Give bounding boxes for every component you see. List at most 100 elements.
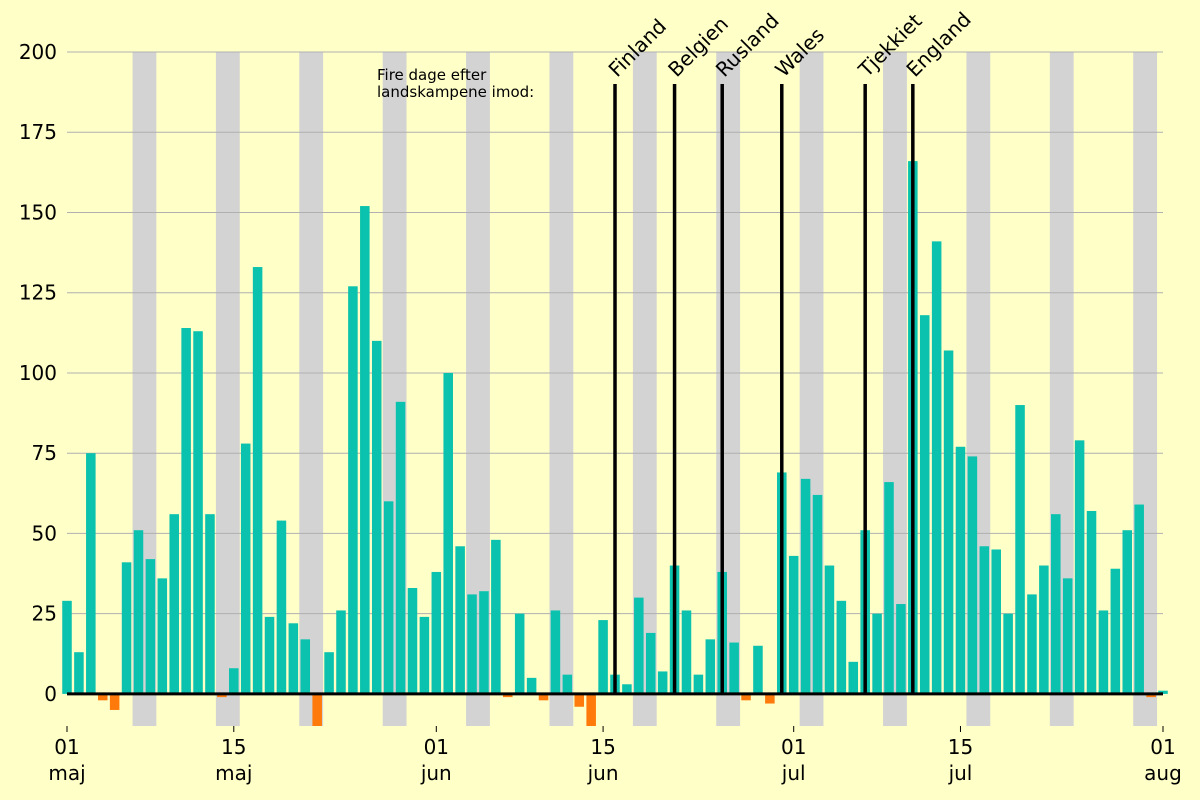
x-tick-month: jun [420, 761, 452, 785]
bar [383, 501, 394, 694]
x-tick-month: jul [781, 761, 806, 785]
bar [491, 539, 501, 694]
bar [1074, 440, 1085, 694]
bar [1158, 690, 1168, 694]
bar [300, 639, 311, 694]
bar [1027, 594, 1037, 694]
y-tick-label: 25 [32, 602, 57, 626]
bar [586, 693, 596, 726]
x-tick-day: 01 [54, 735, 79, 759]
bar [467, 594, 477, 694]
bar [431, 571, 442, 694]
bar [360, 206, 370, 694]
weekend-band [299, 52, 324, 726]
bar [729, 642, 739, 694]
bar [193, 331, 203, 694]
y-tick-label: 125 [19, 281, 57, 305]
bar [443, 372, 453, 694]
y-tick-label: 75 [32, 441, 57, 465]
y-tick-label: 100 [19, 361, 57, 385]
bar [705, 639, 716, 694]
bar [86, 453, 96, 694]
bar [693, 674, 704, 694]
weekend-band [466, 52, 490, 726]
bar [1098, 610, 1109, 694]
bar [919, 315, 930, 694]
bar [979, 546, 990, 694]
bar [455, 546, 465, 694]
bar [276, 520, 287, 694]
weekend-band [632, 52, 657, 726]
bar [252, 267, 263, 694]
bar [169, 514, 179, 694]
bar [741, 693, 751, 701]
bar [526, 677, 537, 694]
bar [205, 514, 215, 694]
bar [967, 456, 978, 694]
bar [848, 661, 859, 694]
bar [943, 350, 954, 694]
bar [1134, 504, 1144, 694]
bar [788, 555, 799, 694]
bar [681, 610, 692, 694]
bar [765, 693, 775, 704]
bar [991, 549, 1001, 694]
y-tick-label: 0 [44, 682, 57, 706]
bar [574, 693, 585, 707]
annotation-note: Fire dage efter landskampene imod: [377, 66, 534, 101]
bar [62, 600, 72, 694]
x-tick-day: 15 [221, 735, 246, 759]
bar [657, 671, 668, 694]
bar [312, 693, 322, 726]
bar [74, 652, 84, 694]
bar [240, 443, 251, 694]
bar [1086, 510, 1097, 694]
bar [931, 241, 942, 694]
bar [217, 693, 227, 698]
bar [884, 482, 894, 694]
x-tick-month: jun [587, 761, 619, 785]
weekend-band [215, 52, 240, 726]
x-tick-month: maj [48, 761, 85, 785]
bar [622, 684, 632, 694]
bar [157, 578, 168, 694]
y-tick-label: 150 [19, 200, 57, 224]
bar [634, 597, 644, 694]
bar [229, 668, 239, 694]
annotation-note-line: Fire dage efter [377, 66, 487, 84]
bar [324, 652, 334, 694]
y-tick-label: 175 [19, 120, 57, 144]
bar [645, 632, 656, 694]
bar [348, 286, 358, 694]
x-tick-day: 01 [1150, 735, 1175, 759]
bar [288, 623, 299, 694]
bar [514, 613, 525, 694]
bar [371, 340, 382, 694]
bar [1039, 565, 1049, 694]
bar [336, 610, 346, 694]
y-tick-label: 200 [19, 40, 57, 64]
bar [1122, 530, 1133, 694]
x-tick-month: jul [948, 761, 973, 785]
bar [800, 478, 811, 694]
bar [1146, 693, 1156, 698]
bar [133, 530, 144, 694]
bar [872, 613, 882, 694]
bar [896, 604, 906, 694]
bar [1110, 568, 1121, 694]
y-tick-label: 50 [32, 521, 57, 545]
annotation-note-line: landskampene imod: [377, 83, 534, 101]
bar [538, 693, 549, 701]
x-tick-month: maj [215, 761, 252, 785]
bar [955, 446, 966, 694]
bar [1051, 514, 1061, 694]
x-tick-day: 15 [948, 735, 973, 759]
bar [824, 565, 835, 694]
bar [264, 616, 275, 694]
x-tick-day: 01 [781, 735, 806, 759]
x-tick-day: 01 [424, 735, 449, 759]
bar [181, 328, 191, 694]
bar [562, 674, 573, 694]
